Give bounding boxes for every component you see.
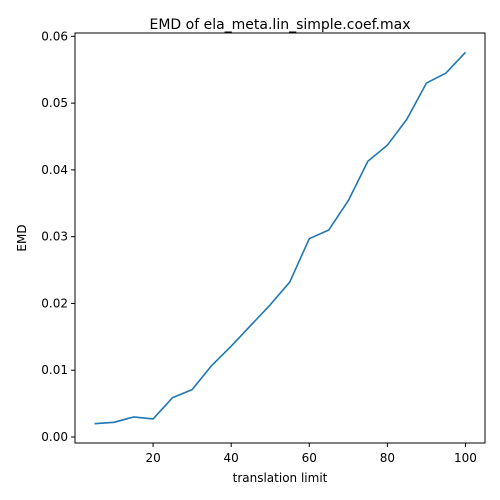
y-tick-label: 0.02 <box>41 296 68 310</box>
y-tick-label: 0.00 <box>41 430 68 444</box>
plot-frame <box>74 32 486 444</box>
x-tick-label: 20 <box>145 451 160 465</box>
x-tick-label: 100 <box>454 451 477 465</box>
chart-title: EMD of ela_meta.lin_simple.coef.max <box>149 17 410 33</box>
y-axis: 0.00 0.01 0.02 0.03 0.04 0.05 0.06 <box>41 29 75 444</box>
y-axis-label: EMD <box>15 224 29 251</box>
x-tick-label: 40 <box>224 451 239 465</box>
y-tick-label: 0.06 <box>41 29 68 43</box>
y-tick-label: 0.04 <box>41 163 68 177</box>
y-tick-label: 0.01 <box>41 363 68 377</box>
series-layer <box>94 51 467 425</box>
x-axis-label: translation limit <box>233 471 328 485</box>
series-line <box>94 51 467 425</box>
y-tick-label: 0.05 <box>41 96 68 110</box>
x-axis: 20 40 60 80 100 <box>145 443 477 465</box>
y-tick-label: 0.03 <box>41 230 68 244</box>
x-tick-label: 80 <box>380 451 395 465</box>
x-tick-label: 60 <box>302 451 317 465</box>
